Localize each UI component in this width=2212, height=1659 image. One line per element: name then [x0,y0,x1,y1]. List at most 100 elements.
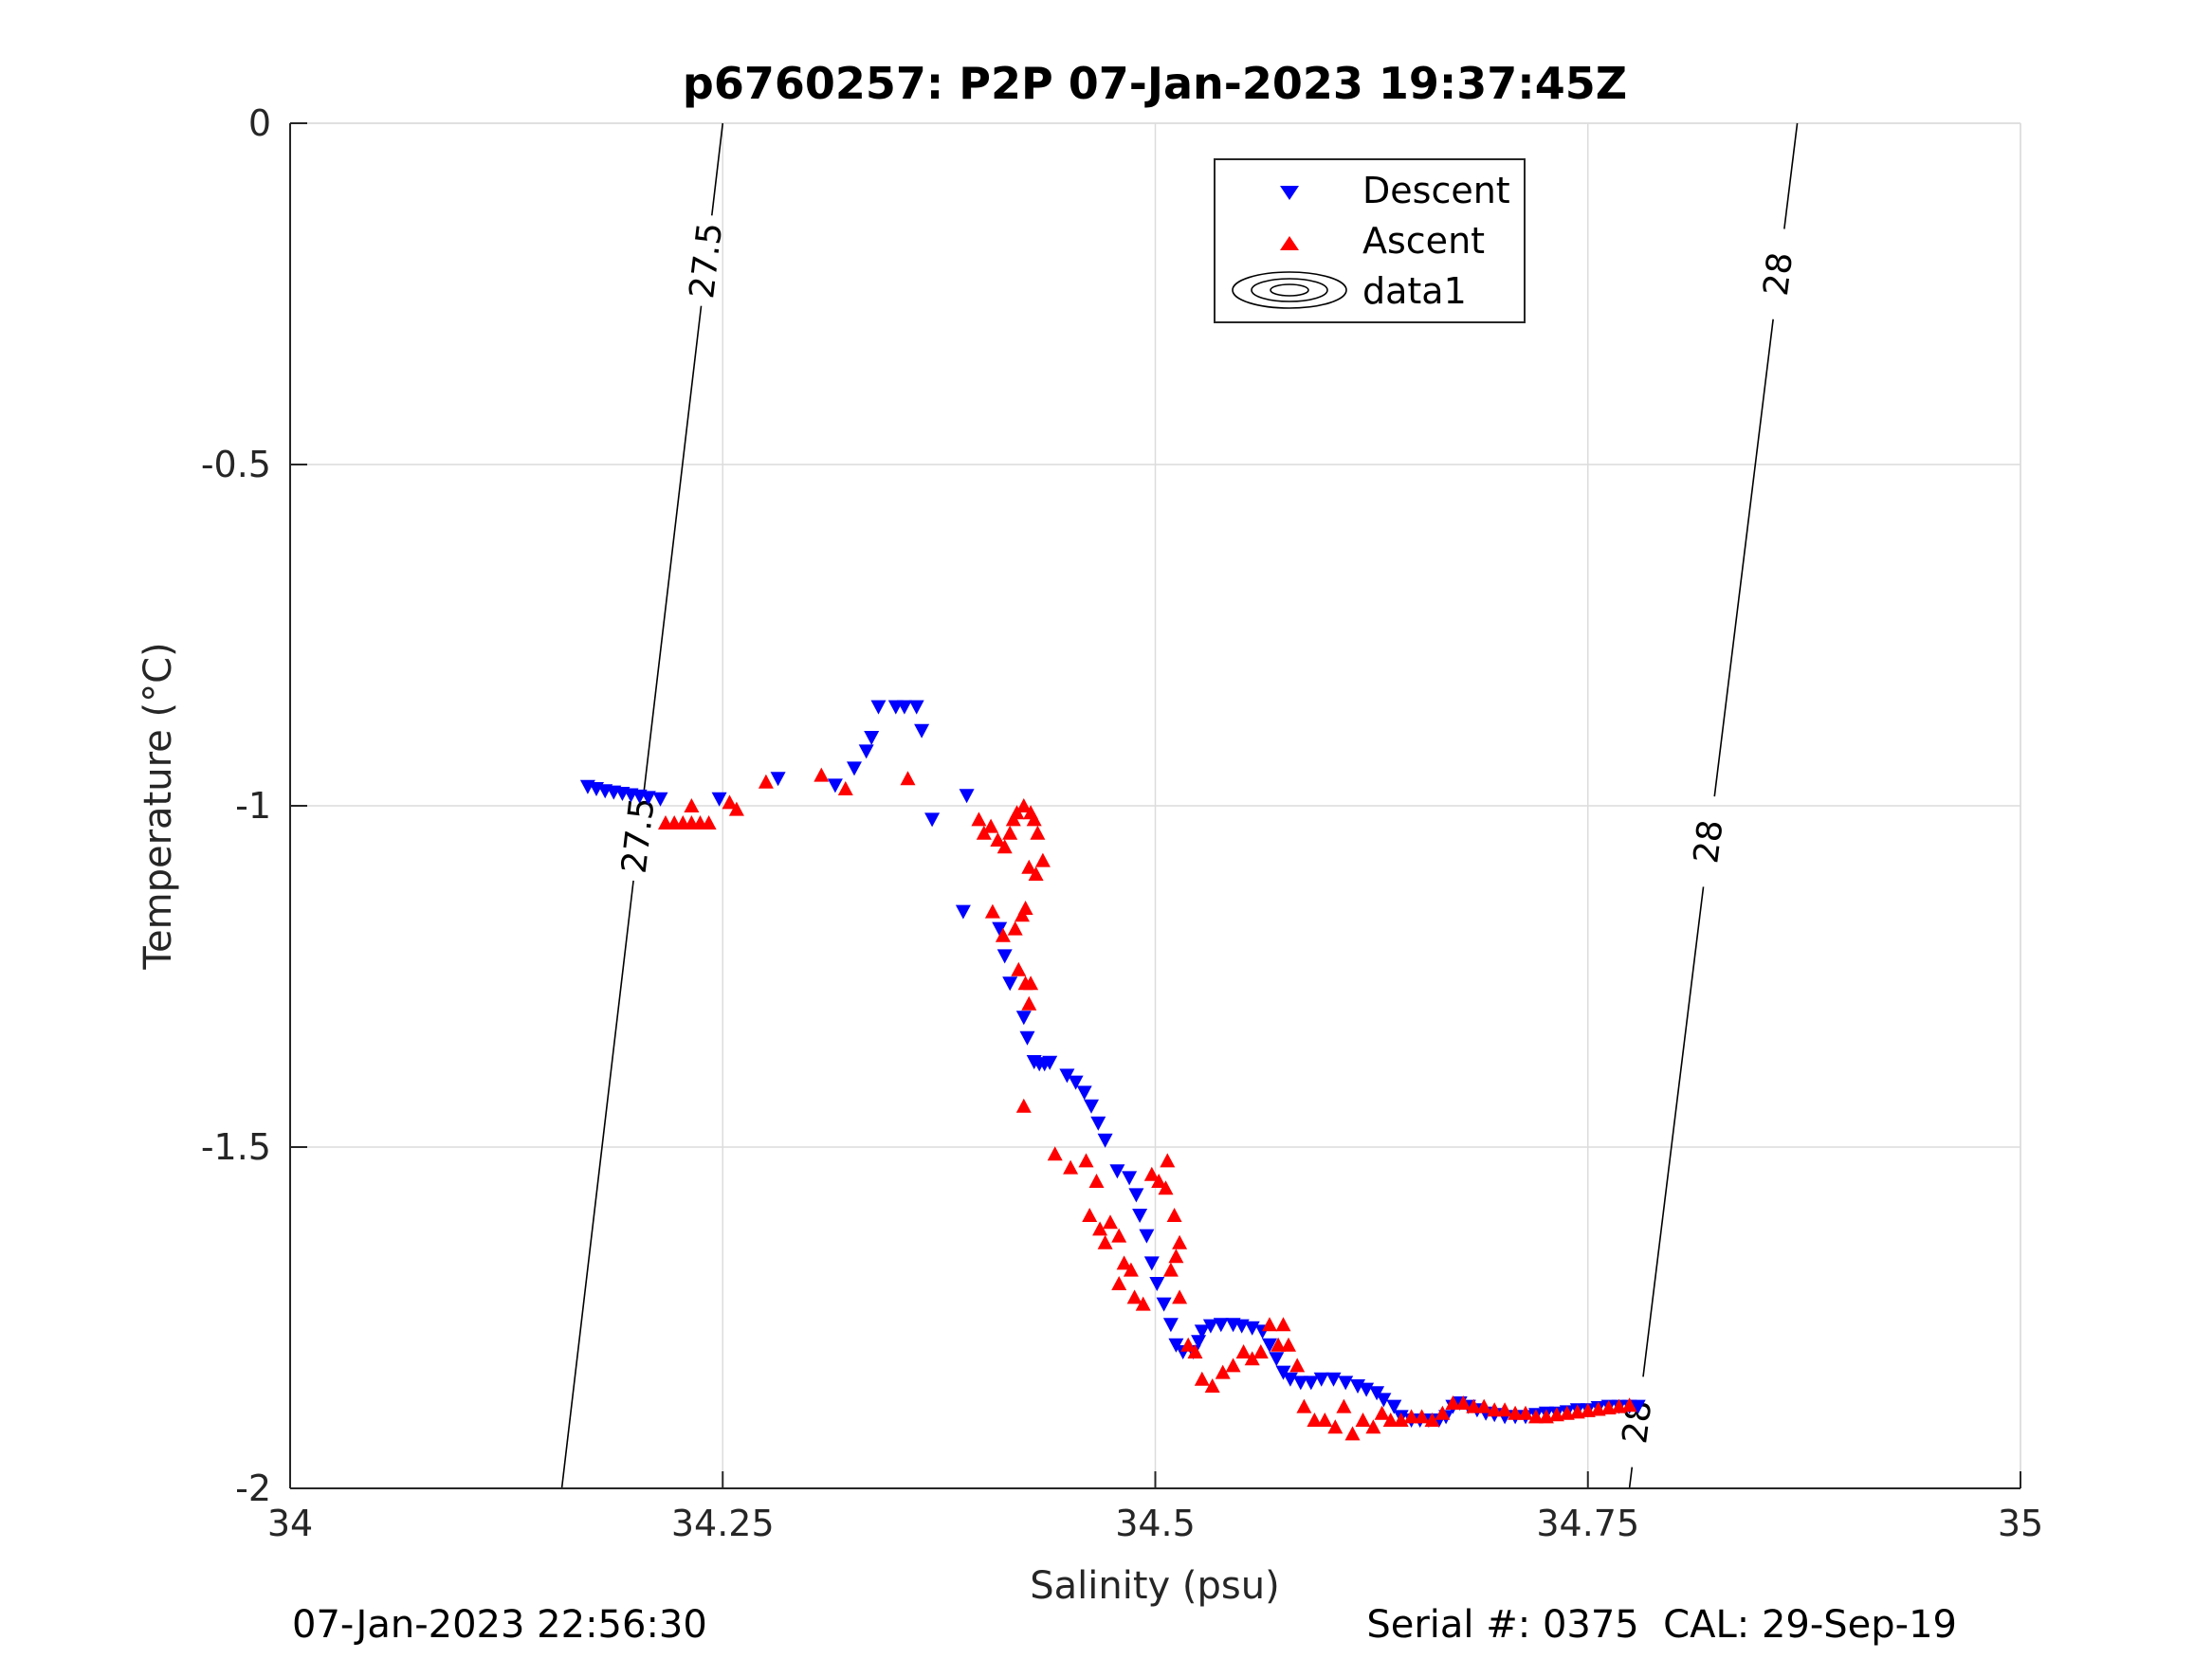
ascent-point [1028,866,1044,881]
ascent-point [1252,1344,1269,1358]
ascent-point [1621,1397,1637,1413]
ascent-point [1487,1402,1503,1417]
grid-lines [290,122,2021,1488]
ascent-point [1559,1405,1575,1420]
ascent-point [1047,1146,1063,1161]
descent-point [711,792,727,807]
legend-label-data1: data1 [1362,270,1467,312]
legend-box [1214,158,1526,323]
ascent-point [1580,1402,1596,1417]
x-tick-label: 34 [267,1503,313,1544]
ascent-point [684,798,700,812]
y-tick-label: 0 [248,102,271,144]
ascent-point [1092,1221,1108,1236]
contour-label-28: 28 [1757,250,1801,298]
descent-point [1338,1376,1354,1391]
ascent-point [1317,1413,1333,1427]
ascent-point [1026,811,1042,827]
ascent-point [1497,1402,1513,1417]
y-tick-label: -2 [235,1468,271,1509]
ascent-point [1021,859,1037,874]
descent-point [1068,1075,1084,1090]
descent-point [914,723,930,738]
legend: Descent Ascent data1 [1214,158,1526,323]
ascent-point [1344,1426,1361,1441]
ascent-point [1262,1317,1277,1332]
ascent-point [1327,1419,1344,1434]
contour-line-28 [1642,886,1705,1377]
ascent-point [1194,1371,1210,1386]
ascent-point [1158,1180,1174,1195]
descent-point [992,921,1008,937]
descent-point [996,949,1013,964]
ascent-point [1336,1398,1352,1413]
chart-title: p6760257: P2P 07-Jan-2023 19:37:45Z [683,58,1627,109]
ascent-point [1007,921,1023,936]
descent-point [1139,1229,1155,1244]
ascent-point [1162,1262,1179,1277]
legend-ascent-marker-icon [1280,236,1299,250]
ascent-point [1281,1337,1296,1352]
ascent-point [722,794,738,810]
ascent-point [758,774,774,789]
ascent-point [1476,1398,1492,1413]
descent-point [1019,1030,1035,1046]
ascent-point [1088,1174,1105,1188]
contour-line-27.5 [560,880,634,1489]
ascent-point [1600,1400,1617,1414]
ascent-point [1445,1395,1461,1410]
descent-point [1132,1209,1148,1223]
ascent-point [1307,1413,1323,1427]
descent-point [924,812,941,828]
ascent-point [1235,1344,1252,1358]
ascent-point [1548,1407,1564,1422]
descent-point [1376,1393,1392,1408]
ascent-point [1123,1262,1139,1277]
ascent-point [1180,1337,1197,1352]
ascent-point [1374,1405,1390,1420]
footer-timestamp: 07-Jan-2023 22:56:30 [292,1603,707,1647]
contour-line-27.5 [710,122,724,216]
descent-point [1015,1011,1032,1026]
axis-ticks: 34 34.25 34.5 34.75 35 -2 -1.5 -1 -0.5 0 [201,102,2043,1544]
ascent-point [1225,1358,1241,1373]
contour-label-28: 28 [1687,818,1730,866]
descent-point [1269,1352,1285,1367]
descent-point [1386,1399,1402,1414]
ascent-point [1424,1413,1440,1427]
descent-point [652,792,668,807]
descent-point [908,700,924,715]
descent-point [1002,976,1018,992]
ascent-point [1002,825,1018,840]
ascent-point [1015,1098,1032,1113]
y-tick-label: -0.5 [201,444,271,485]
contour-line-28 [1713,319,1774,797]
ascent-point [1111,1228,1127,1243]
ascent-point [1215,1364,1231,1379]
ascent-point [1111,1276,1127,1290]
descent-point [1202,1319,1218,1334]
contour-label-27.5: 27.5 [683,221,730,301]
ascent-point [900,771,916,786]
ascent-point [1382,1413,1398,1427]
y-tick-label: -1.5 [201,1126,271,1168]
ascent-point [1160,1153,1176,1168]
contour-line-28 [1628,1467,1634,1489]
descent-point [1090,1116,1106,1131]
ascent-point [1021,995,1037,1011]
descent-point [1076,1085,1092,1101]
ascent-point [1168,1249,1184,1264]
ascent-point [990,832,1006,847]
contour-line-27.5 [643,305,703,791]
ascent-point [1187,1344,1203,1358]
ascent-point [1126,1289,1143,1304]
descent-point [1630,1399,1646,1414]
descent-point [1162,1318,1179,1333]
descent-point [1059,1068,1075,1084]
ascent-point [1172,1289,1188,1304]
descent-point [955,904,971,920]
footer-serial-cal: Serial #: 0375 CAL: 29-Sep-19 [1366,1603,1957,1647]
ascent-point [1508,1405,1524,1420]
ascent-point [1116,1255,1132,1270]
